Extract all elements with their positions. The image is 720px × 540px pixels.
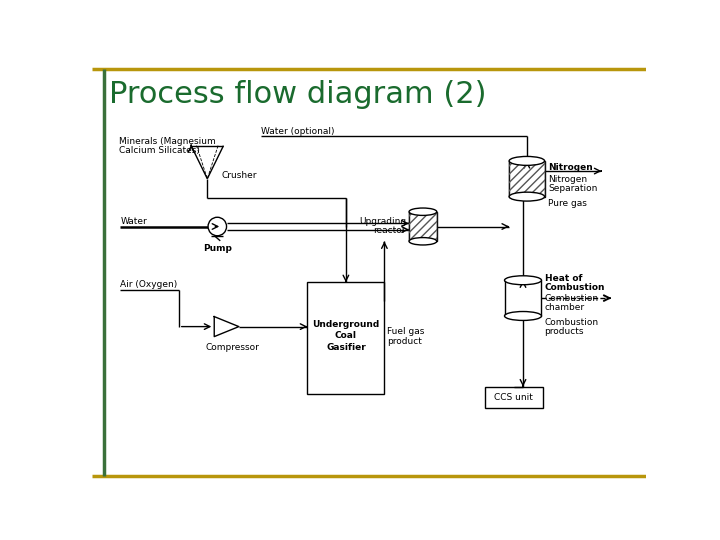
Text: Water (optional): Water (optional) — [261, 127, 335, 136]
Text: Nitrogen: Nitrogen — [549, 175, 588, 184]
Ellipse shape — [409, 238, 437, 245]
Text: Combustion: Combustion — [544, 294, 599, 302]
Bar — [485, 387, 543, 408]
Text: products: products — [544, 327, 584, 336]
Text: Calcium Silicates): Calcium Silicates) — [119, 146, 199, 155]
Text: Upgrading: Upgrading — [359, 217, 406, 226]
Text: Compressor: Compressor — [206, 343, 260, 352]
Text: Nitrogen: Nitrogen — [549, 164, 593, 172]
Ellipse shape — [509, 157, 544, 165]
Ellipse shape — [409, 208, 437, 215]
Text: reactor: reactor — [374, 226, 406, 235]
Ellipse shape — [509, 192, 544, 201]
Bar — [307, 282, 384, 394]
Ellipse shape — [505, 276, 541, 285]
Text: Process flow diagram (2): Process flow diagram (2) — [109, 79, 486, 109]
Text: Gasifier: Gasifier — [326, 343, 366, 352]
Text: Separation: Separation — [549, 184, 598, 193]
Text: Pump: Pump — [203, 244, 232, 253]
Bar — [409, 212, 437, 241]
Bar — [409, 212, 437, 241]
Bar — [509, 161, 544, 197]
Text: Fuel gas: Fuel gas — [387, 327, 425, 336]
Text: Combustion: Combustion — [544, 283, 605, 292]
Text: Coal: Coal — [335, 332, 357, 340]
Circle shape — [208, 217, 227, 236]
Ellipse shape — [505, 312, 541, 320]
Bar — [509, 161, 544, 197]
Text: Water: Water — [120, 218, 147, 226]
Text: Combustion: Combustion — [544, 318, 599, 327]
Text: product: product — [387, 337, 423, 346]
Text: CCS unit: CCS unit — [495, 393, 534, 402]
Text: Minerals (Magnesium: Minerals (Magnesium — [119, 137, 215, 146]
Text: chamber: chamber — [544, 303, 585, 312]
Text: Underground: Underground — [312, 320, 379, 329]
Text: Pure gas: Pure gas — [549, 199, 588, 208]
Bar — [505, 280, 541, 316]
Text: Crusher: Crusher — [221, 171, 256, 180]
Text: Heat of: Heat of — [544, 274, 582, 282]
Text: Air (Oxygen): Air (Oxygen) — [120, 280, 178, 289]
